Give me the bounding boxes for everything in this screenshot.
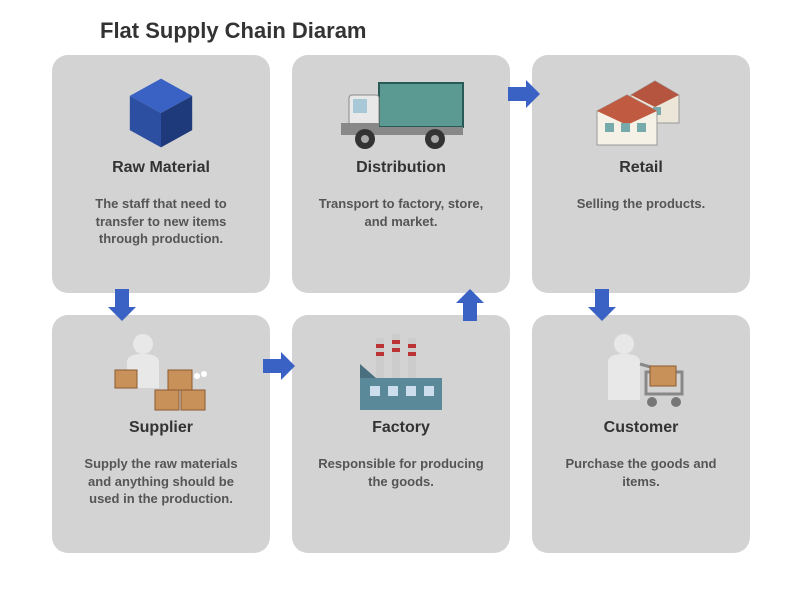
card-title: Factory — [372, 419, 430, 437]
supplier-icon — [68, 329, 254, 417]
card-title: Distribution — [356, 159, 446, 177]
arrow-right-icon — [263, 352, 295, 380]
cube-icon — [68, 69, 254, 157]
card-retail: Retail Selling the products. — [532, 55, 750, 293]
card-title: Retail — [619, 159, 663, 177]
card-customer: Customer Purchase the goods and items. — [532, 315, 750, 553]
customer-icon — [548, 329, 734, 417]
card-desc: The staff that need to transfer to new i… — [68, 195, 254, 248]
card-title: Raw Material — [112, 159, 210, 177]
card-supplier: Supplier Supply the raw materials and an… — [52, 315, 270, 553]
card-factory: Factory Responsible for producing the go… — [292, 315, 510, 553]
arrow-down-icon — [108, 289, 136, 321]
factory-icon — [308, 329, 494, 417]
card-title: Customer — [604, 419, 679, 437]
card-distribution: Distribution Transport to factory, store… — [292, 55, 510, 293]
card-desc: Responsible for producing the goods. — [308, 455, 494, 490]
card-raw-material: Raw Material The staff that need to tran… — [52, 55, 270, 293]
buildings-icon — [548, 69, 734, 157]
arrow-down-icon — [588, 289, 616, 321]
card-desc: Supply the raw materials and anything sh… — [68, 455, 254, 508]
card-title: Supplier — [129, 419, 193, 437]
card-desc: Selling the products. — [573, 195, 710, 213]
card-desc: Purchase the goods and items. — [548, 455, 734, 490]
truck-icon — [308, 69, 494, 157]
arrow-right-icon — [508, 80, 540, 108]
page-title: Flat Supply Chain Diaram — [100, 18, 367, 44]
arrow-up-icon — [456, 289, 484, 321]
card-desc: Transport to factory, store, and market. — [308, 195, 494, 230]
